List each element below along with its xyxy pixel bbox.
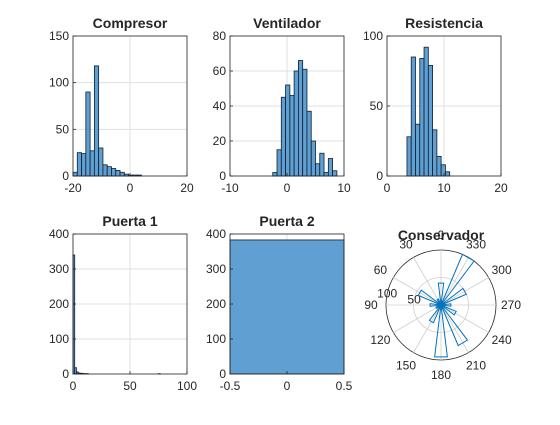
y-tick-label: 60 <box>213 64 227 78</box>
histogram-bar <box>416 124 420 176</box>
y-tick-label: 200 <box>49 297 69 311</box>
y-tick-label: 40 <box>213 99 227 113</box>
x-tick-label: 0.5 <box>336 379 353 393</box>
chart-title: Puerta 2 <box>259 213 314 229</box>
histogram-puerta-1: 0 50 100 0 100 200 300 400 Puerta 1 <box>49 213 197 393</box>
x-tick-label: 0 <box>284 379 291 393</box>
angle-tick-label: 300 <box>492 263 512 277</box>
polar-histogram-conservador: 030609012015018021024027030033050100Cons… <box>364 227 521 382</box>
y-tick-label: 0 <box>376 169 383 183</box>
histogram-bar <box>73 172 77 176</box>
histogram-bar <box>82 154 86 176</box>
angle-tick-label: 180 <box>431 368 451 382</box>
histogram-bar <box>437 156 441 176</box>
histogram-bar <box>94 66 98 176</box>
angle-tick-label: 120 <box>370 333 390 347</box>
histogram-bar <box>441 165 445 176</box>
histogram-bar <box>428 65 432 176</box>
histogram-bar <box>286 85 290 176</box>
chart-title: Conservador <box>398 227 485 243</box>
histogram-bar <box>111 169 115 176</box>
radius-tick-label: 100 <box>377 287 397 301</box>
y-tick-label: 300 <box>206 262 226 276</box>
histogram-bar <box>307 111 311 176</box>
y-tick-label: 80 <box>213 29 227 43</box>
histogram-bar <box>445 172 449 176</box>
x-tick-label: 0 <box>127 181 134 195</box>
x-tick-label: 0 <box>284 181 291 195</box>
angle-tick-label: 240 <box>492 333 512 347</box>
chart-title: Ventilador <box>253 15 321 31</box>
histogram-bar <box>424 47 428 176</box>
x-tick-label: 10 <box>437 181 451 195</box>
y-tick-label: 0 <box>62 367 69 381</box>
y-tick-label: 0 <box>219 367 226 381</box>
y-tick-label: 400 <box>49 227 69 241</box>
histogram-bar <box>311 141 315 176</box>
y-tick-label: 100 <box>49 76 69 90</box>
y-tick-label: 100 <box>363 29 383 43</box>
y-tick-label: 100 <box>49 332 69 346</box>
y-tick-label: 200 <box>206 297 226 311</box>
angle-tick-label: 90 <box>364 298 378 312</box>
histogram-bar <box>407 137 411 176</box>
histogram-bar <box>107 167 111 176</box>
histogram-bar <box>316 164 320 176</box>
histogram-bar <box>99 148 103 176</box>
x-tick-label: 20 <box>180 181 194 195</box>
y-tick-label: 0 <box>219 169 226 183</box>
histogram-bar <box>328 159 332 177</box>
histogram-bar <box>120 172 124 176</box>
x-tick-label: 20 <box>494 181 508 195</box>
chart-title: Compresor <box>93 15 168 31</box>
x-tick-label: 50 <box>123 379 137 393</box>
histogram-bar <box>320 153 324 176</box>
histogram-bar <box>86 92 90 176</box>
histogram-bar <box>77 153 81 176</box>
histogram-bar <box>294 71 298 176</box>
histogram-bar <box>230 240 344 374</box>
histogram-bar <box>90 151 94 176</box>
histogram-bar <box>433 130 437 176</box>
chart-title: Puerta 1 <box>102 213 157 229</box>
x-tick-label: 100 <box>177 379 197 393</box>
y-tick-label: 50 <box>370 99 384 113</box>
histogram-bar <box>103 165 107 176</box>
x-tick-label: 0 <box>70 379 77 393</box>
histogram-bar <box>281 97 285 176</box>
y-tick-label: 20 <box>213 134 227 148</box>
chart-title: Resistencia <box>405 15 483 31</box>
angle-tick-label: 150 <box>396 359 416 373</box>
histogram-bar <box>411 57 415 176</box>
histogram-bar <box>324 173 328 177</box>
y-tick-label: 300 <box>49 262 69 276</box>
histogram-bar <box>277 150 281 176</box>
histogram-bar <box>273 173 277 177</box>
x-tick-label: -0.5 <box>220 379 241 393</box>
histogram-bar <box>116 170 120 176</box>
histogram-bar <box>303 69 307 176</box>
angle-tick-label: 210 <box>466 359 486 373</box>
histogram-bar <box>290 96 294 177</box>
angle-tick-label: 270 <box>501 298 521 312</box>
y-tick-label: 50 <box>56 122 70 136</box>
y-tick-label: 400 <box>206 227 226 241</box>
x-tick-label: -10 <box>221 181 239 195</box>
x-tick-label: 10 <box>337 181 351 195</box>
x-tick-label: 0 <box>384 181 391 195</box>
histogram-bar <box>420 58 424 176</box>
x-tick-label: -20 <box>64 181 82 195</box>
histogram-resistencia: 0 10 20 0 50 100 Resistencia <box>363 15 508 195</box>
histogram-bar <box>333 171 337 176</box>
y-tick-label: 0 <box>62 169 69 183</box>
y-tick-label: 100 <box>206 332 226 346</box>
angle-tick-label: 60 <box>374 263 388 277</box>
histogram-bar <box>298 61 302 177</box>
y-tick-label: 150 <box>49 29 69 43</box>
